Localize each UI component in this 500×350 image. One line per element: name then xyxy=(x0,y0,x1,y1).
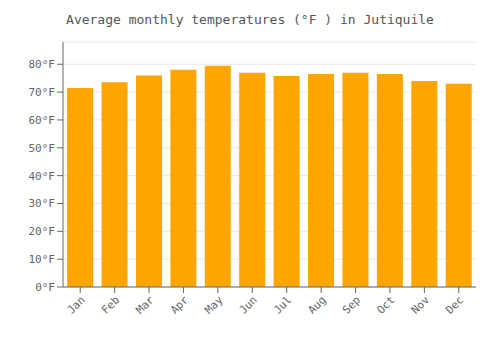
svg-text:40°F: 40°F xyxy=(29,170,56,183)
svg-text:20°F: 20°F xyxy=(29,225,56,238)
svg-text:Dec: Dec xyxy=(443,293,466,316)
svg-text:30°F: 30°F xyxy=(29,197,56,210)
svg-text:Jul: Jul xyxy=(271,293,294,316)
svg-text:80°F: 80°F xyxy=(29,58,56,71)
svg-text:Nov: Nov xyxy=(409,293,433,317)
svg-text:May: May xyxy=(202,293,226,317)
svg-text:70°F: 70°F xyxy=(29,86,56,99)
svg-text:0°F: 0°F xyxy=(35,281,55,294)
svg-text:Feb: Feb xyxy=(99,293,122,316)
svg-text:Jun: Jun xyxy=(237,293,260,316)
html-text:Average monthly temperatures (: Average monthly temperatures (°F ) in Ju… xyxy=(66,12,434,27)
svg-text:50°F: 50°F xyxy=(29,142,56,155)
svg-text:60°F: 60°F xyxy=(29,114,56,127)
svg-text:Aug: Aug xyxy=(306,293,329,316)
svg-text:Oct: Oct xyxy=(374,293,397,316)
svg-text:Apr: Apr xyxy=(168,293,192,317)
svg-text:Jan: Jan xyxy=(65,293,88,316)
svg-text:Sep: Sep xyxy=(340,293,363,316)
svg-text:Mar: Mar xyxy=(133,293,157,317)
svg-text:10°F: 10°F xyxy=(29,253,56,266)
